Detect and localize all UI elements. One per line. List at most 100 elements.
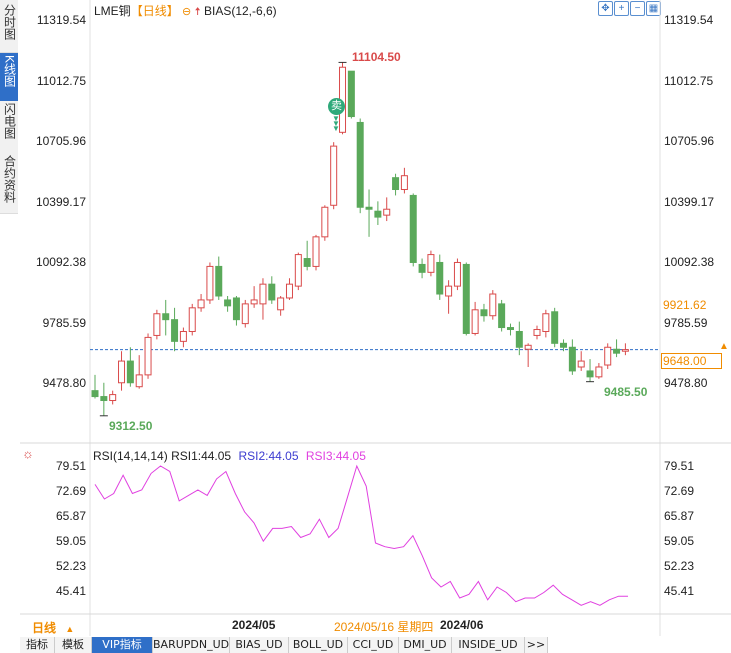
rsi-tick-right: 59.05 (664, 534, 695, 548)
tab-timeshare[interactable]: 分时图 (0, 0, 18, 53)
candle-body (224, 299, 232, 307)
candle-body (489, 293, 497, 317)
zoom-out-icon[interactable]: − (630, 1, 645, 16)
candle-body (524, 344, 532, 350)
rsi2-value: RSI2:44.05 (238, 449, 299, 463)
candle-body (551, 311, 559, 344)
candle-body (277, 297, 285, 311)
candle-body (268, 283, 276, 301)
candle-body (356, 121, 364, 208)
price-tick-left: 10399.17 (35, 194, 86, 209)
tab-contract-info[interactable]: 合约资料 (0, 153, 18, 214)
candle-body (215, 265, 223, 297)
candle-body (409, 194, 417, 263)
price-tick-left: 11012.75 (36, 73, 86, 88)
candle-body (188, 307, 196, 332)
candle-body (427, 254, 435, 273)
candle-body (330, 145, 338, 206)
rsi-tick-left: 59.05 (55, 534, 86, 548)
bottom-tab[interactable]: BARUPDN_UD (153, 637, 230, 653)
price-tick-left: 11319.54 (36, 13, 86, 27)
zoom-toggle-icon[interactable]: ⊖ (182, 6, 192, 18)
price-tick-right: 11012.75 (664, 73, 714, 88)
highlight-high-price: 9921.62 (663, 298, 707, 312)
candle-body (383, 208, 391, 216)
bottom-tab[interactable]: 指标 (20, 637, 55, 653)
candle-body (109, 394, 117, 402)
candle-body (126, 360, 134, 384)
date-axis-month2: 2024/06 (440, 618, 484, 632)
candle-body (595, 366, 603, 378)
date-axis-month1: 2024/05 (232, 618, 276, 632)
rsi-tick-right: 65.87 (664, 509, 695, 523)
rsi-header: RSI(14,14,14) RSI1:44.05 RSI2:44.05 RSI3… (93, 449, 366, 463)
candle-body (436, 261, 444, 295)
bottom-tab[interactable]: INSIDE_UD (452, 637, 525, 653)
arrow-up-icon: 🠅 (194, 6, 201, 18)
candle-body (568, 346, 576, 372)
candle-body (303, 258, 311, 267)
rsi-series-line (94, 464, 628, 606)
candle-body (153, 313, 161, 336)
bottom-tab[interactable]: 模板 (55, 637, 92, 653)
price-tick-right: 10399.17 (664, 194, 715, 209)
rsi-title: RSI(14,14,14) (93, 449, 168, 463)
rsi-settings-icon[interactable]: ☼ (22, 446, 34, 461)
rsi-tick-right: 72.69 (664, 484, 695, 498)
low-price-label: 9312.50 (109, 419, 153, 433)
candle-body (179, 330, 187, 342)
price-tick-right: 9785.59 (664, 315, 708, 330)
candle-body (586, 370, 594, 378)
tab-timeshare-label: 分时图 (2, 4, 17, 40)
candle-body (294, 254, 302, 287)
rsi-tick-right: 45.41 (664, 584, 695, 598)
candle-body (506, 327, 514, 331)
candle-body (162, 313, 170, 321)
candle-body (621, 349, 629, 352)
period-select-label: 日线 (32, 621, 57, 635)
period-select-button[interactable]: 日线 ▲ (20, 620, 90, 636)
current-price-tag: 9648.00 (661, 353, 722, 369)
indicator-label: BIAS(12,-6,6) (203, 4, 277, 18)
date-axis-cursor-date: 2024/05/16 星期四 (334, 620, 434, 634)
candle-body (144, 336, 152, 376)
rsi3-value: RSI3:44.05 (305, 449, 366, 463)
zoom-in-icon[interactable]: + (614, 1, 629, 16)
candle-body (321, 206, 329, 238)
bottom-tab[interactable]: BOLL_UD (289, 637, 348, 653)
bottom-tab[interactable]: VIP指标 (92, 637, 153, 653)
candle-body (577, 360, 585, 368)
candle-body (542, 313, 550, 332)
current-price-arrow-icon: ▲ (719, 341, 729, 352)
candle-body (347, 70, 355, 118)
candle-body (418, 263, 426, 273)
candle-body (135, 374, 143, 388)
bottom-tab[interactable]: DMI_UD (399, 637, 452, 653)
candle-body (480, 309, 488, 317)
sell-signal-text: 卖 (331, 100, 342, 112)
bottom-tab[interactable]: >> (525, 637, 548, 653)
price-tick-left: 10705.96 (35, 134, 86, 148)
tab-kline-label: K线图 (2, 55, 17, 88)
tab-lightning-label: 闪电图 (2, 103, 17, 139)
rsi-tick-right: 52.23 (664, 559, 695, 573)
sell-signal-arrows-icon: ▼ ▼ ▼ (332, 114, 340, 133)
price-tick-left: 10092.38 (35, 255, 86, 269)
bottom-tab[interactable]: CCI_UD (348, 637, 399, 653)
price-tick-right: 11319.54 (664, 13, 714, 27)
bottom-tab[interactable]: BIAS_UD (230, 637, 289, 653)
price-tick-right: 10092.38 (664, 255, 715, 269)
candle-body (515, 330, 523, 348)
price-tick-left: 9785.59 (42, 315, 86, 330)
tab-contract-info-label: 合约资料 (2, 155, 17, 203)
tab-lightning[interactable]: 闪电图 (0, 101, 18, 154)
symbol-name: LME铜 (94, 4, 131, 18)
candle-body (445, 285, 453, 297)
candle-body (560, 342, 568, 348)
period-label[interactable]: 【日线】 (130, 4, 179, 18)
rsi-tick-left: 65.87 (55, 509, 86, 523)
rsi-tick-right: 79.51 (664, 459, 695, 473)
candle-body (613, 348, 621, 354)
expand-icon[interactable]: ✥ (598, 1, 613, 16)
